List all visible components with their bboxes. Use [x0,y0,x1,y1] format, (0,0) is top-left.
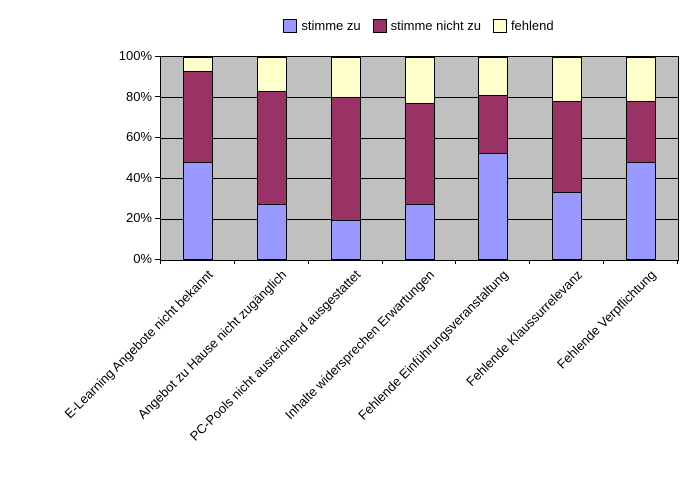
x-axis-category-label: Fehlende Einführungsveranstaltung [355,267,511,423]
y-axis-tick-mark [155,177,160,179]
bar-segment-stimme-nicht-zu [258,92,286,205]
bar-segment-stimme-zu [553,192,581,259]
legend-swatch-icon [492,18,507,33]
y-axis-tick-label: 100% [118,48,152,63]
legend-label: fehlend [510,18,554,33]
y-axis-tick-mark [155,258,160,260]
y-axis-tick-mark [155,136,160,138]
bar-segment-stimme-nicht-zu [627,102,655,163]
y-axis-tick-label: 60% [125,129,152,145]
x-axis-tick-mark [160,260,161,264]
bar-segment-stimme-zu [184,162,212,259]
y-axis-tick-mark [155,96,160,98]
bar-segment-fehlend [553,58,581,103]
y-axis-tick-label: 20% [125,210,152,226]
bar-stack [183,57,213,260]
y-axis-tick-label: 40% [125,169,152,185]
legend-item: stimme zu [283,18,361,33]
bar-segment-stimme-nicht-zu [553,102,581,193]
x-axis-tick-mark [455,260,456,264]
y-axis-tick-mark [155,217,160,219]
legend-swatch-icon [283,18,298,33]
legend-item: stimme nicht zu [372,18,481,33]
legend-label: stimme zu [301,18,361,33]
bar-segment-fehlend [184,58,212,73]
bar-segment-fehlend [406,58,434,105]
bar-segment-fehlend [332,58,360,99]
bar-stack [405,57,435,260]
bar-segment-fehlend [627,58,655,103]
x-axis-tick-mark [529,260,530,264]
chart-legend: stimme zu stimme nicht zu fehlend [160,18,677,33]
bar-segment-stimme-zu [258,204,286,259]
y-axis-tick-mark [155,55,160,57]
bar-segment-stimme-zu [406,204,434,259]
x-axis-tick-mark [603,260,604,264]
x-axis-tick-mark [308,260,309,264]
y-axis-tick-label: 0% [133,251,152,266]
x-axis-tick-mark [382,260,383,264]
bar-stack [626,57,656,260]
bar-segment-stimme-nicht-zu [479,96,507,155]
legend-swatch-icon [372,18,387,33]
bar-segment-fehlend [258,58,286,93]
bar-stack [552,57,582,260]
bar-stack [478,57,508,260]
bar-stack [331,57,361,260]
bar-segment-stimme-nicht-zu [332,98,360,221]
bar-segment-stimme-nicht-zu [184,72,212,163]
bar-segment-stimme-zu [332,220,360,259]
bar-segment-stimme-zu [479,154,507,259]
x-axis-tick-mark [677,260,678,264]
bar-segment-fehlend [479,58,507,97]
x-axis-tick-mark [234,260,235,264]
x-axis-category-label: E-Learning Angebote nicht bekannt [61,267,216,422]
plot-area [160,56,679,261]
bar-segment-stimme-zu [627,162,655,259]
legend-label: stimme nicht zu [390,18,481,33]
y-axis-tick-label: 80% [125,88,152,104]
legend-item: fehlend [492,18,554,33]
bar-segment-stimme-nicht-zu [406,104,434,205]
x-axis-category-label: Angebot zu Hause nicht zugänglich [134,267,290,422]
bar-stack [257,57,287,260]
x-axis-category-label: Inhalte widersprechen Erwartungen [281,267,438,423]
